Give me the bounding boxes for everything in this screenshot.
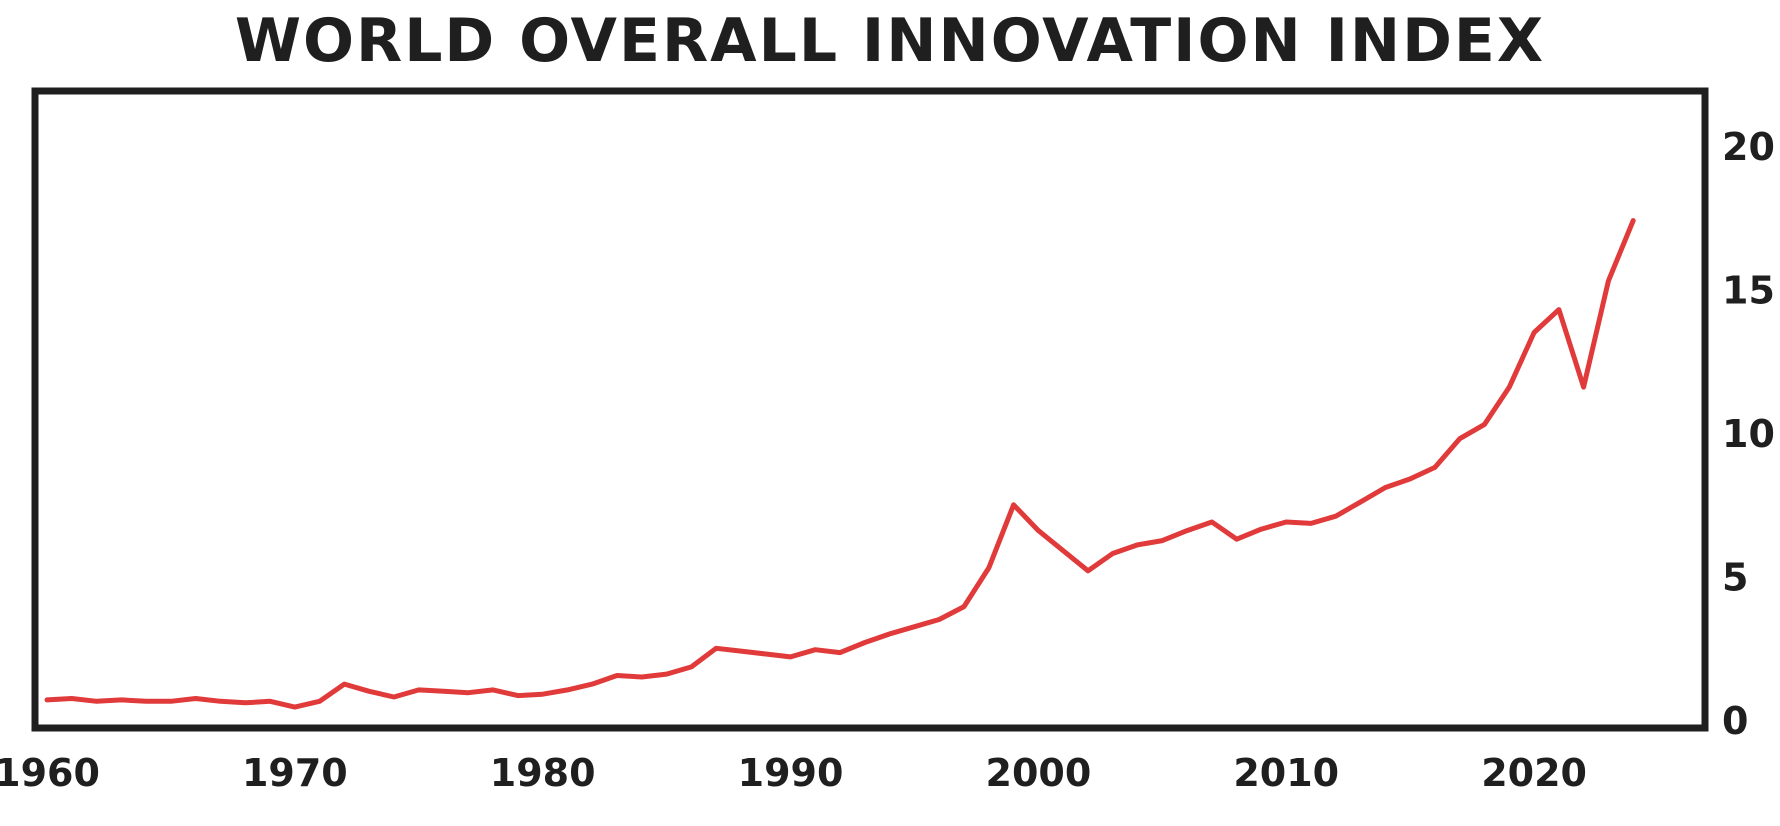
y-tick-label: 20	[1722, 125, 1775, 169]
y-tick-label: 0	[1722, 699, 1748, 743]
x-tick-label: 2020	[1481, 751, 1587, 795]
x-tick-label: 1980	[490, 751, 596, 795]
x-axis-ticks: 1960 1970 1980 1990 2000 2010 2020	[0, 751, 1587, 795]
plot-frame	[31, 87, 1709, 732]
y-axis-ticks: 0 5 10 15 20	[1722, 125, 1775, 743]
x-tick-label: 1970	[242, 751, 348, 795]
x-tick-label: 2010	[1233, 751, 1339, 795]
series-line	[44, 218, 1636, 710]
y-tick-label: 15	[1722, 269, 1775, 313]
x-tick-label: 1990	[738, 751, 844, 795]
y-tick-label: 10	[1722, 412, 1775, 456]
y-tick-label: 5	[1722, 556, 1748, 600]
x-tick-label: 1960	[0, 751, 100, 795]
x-tick-label: 2000	[986, 751, 1092, 795]
chart-title: WORLD OVERALL INNOVATION INDEX	[234, 6, 1546, 76]
